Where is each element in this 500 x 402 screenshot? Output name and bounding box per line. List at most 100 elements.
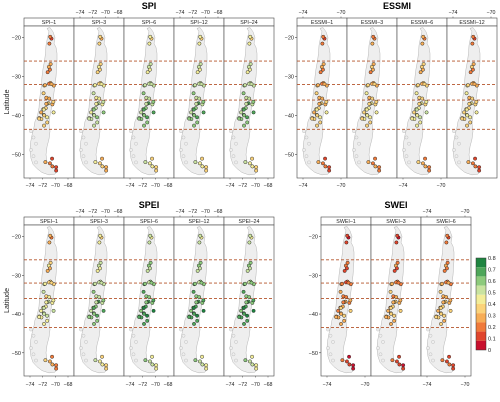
x-tick-label-top: −72 xyxy=(188,10,197,16)
station-point xyxy=(348,298,353,303)
station-point xyxy=(200,354,204,359)
panel-spei-12: SPEI–12 xyxy=(173,216,225,377)
station-point xyxy=(365,113,370,118)
island-outline xyxy=(381,358,385,363)
island-outline xyxy=(229,129,233,134)
x-tick-label-top: −74 xyxy=(76,10,85,16)
station-point xyxy=(47,67,52,72)
island-outline xyxy=(134,358,138,363)
station-point xyxy=(204,165,209,170)
station-point xyxy=(193,83,198,88)
station-point xyxy=(477,165,482,170)
island-outline xyxy=(31,333,36,338)
station-point xyxy=(242,322,246,326)
panel-spei-3: SPEI–3 xyxy=(73,216,125,377)
station-point xyxy=(242,311,247,316)
panel-strip-label: SPEI–24 xyxy=(239,219,260,225)
x-tick-label-bottom: −74 xyxy=(399,183,408,189)
x-tick-label-top: −74 xyxy=(176,10,185,16)
station-point xyxy=(41,289,46,294)
panel-spi-3: SPI–3 xyxy=(73,17,125,179)
station-point xyxy=(470,67,475,72)
y-tick-label: −30 xyxy=(285,75,294,81)
station-point xyxy=(397,354,401,359)
station-point xyxy=(251,99,256,104)
station-point xyxy=(394,266,399,271)
island-outline xyxy=(129,346,133,350)
island-outline xyxy=(378,352,383,357)
station-point xyxy=(100,354,104,359)
y-tick-label: −20 xyxy=(309,235,318,241)
station-point xyxy=(91,289,96,294)
station-point xyxy=(104,165,109,170)
station-point xyxy=(147,240,152,245)
island-outline xyxy=(81,135,86,140)
station-point xyxy=(47,266,52,271)
y-tick-label: −50 xyxy=(12,153,21,159)
station-point xyxy=(315,113,320,118)
x-tick-label-top: −68 xyxy=(214,209,223,215)
x-tick-label-bottom: −74 xyxy=(26,382,35,388)
island-outline xyxy=(431,340,435,344)
panel-strip-label: ESSMI–3 xyxy=(361,20,383,26)
x-tick-label-bottom: −70 xyxy=(437,183,446,189)
x-tick-label-top: −70 xyxy=(201,10,210,16)
x-tick-label-bottom: −70 xyxy=(461,382,470,388)
station-point xyxy=(197,41,202,46)
island-outline xyxy=(34,340,38,344)
station-point xyxy=(191,107,196,112)
station-point xyxy=(442,268,447,273)
y-tick-label: −50 xyxy=(309,351,318,357)
station-point xyxy=(372,82,377,87)
station-point xyxy=(439,311,444,316)
station-point xyxy=(464,91,469,96)
station-point xyxy=(424,110,429,115)
panel-strip-label: SWEI–1 xyxy=(336,219,355,225)
x-tick-label-top: −70 xyxy=(337,10,346,16)
station-point xyxy=(50,354,54,359)
x-tick-label-top: −70 xyxy=(487,10,496,16)
station-point xyxy=(147,266,152,271)
station-point xyxy=(51,110,56,115)
y-tick-label: −40 xyxy=(309,312,318,318)
station-point xyxy=(251,110,256,115)
y-tick-label: −30 xyxy=(309,273,318,279)
station-point xyxy=(388,306,393,310)
island-outline xyxy=(231,352,236,357)
station-point xyxy=(468,120,473,125)
x-tick-label-bottom: −68 xyxy=(64,183,73,189)
station-point xyxy=(42,123,46,128)
station-point xyxy=(92,113,97,118)
station-point xyxy=(145,70,150,75)
station-point xyxy=(245,268,250,273)
station-point xyxy=(251,308,256,313)
station-point xyxy=(472,82,477,87)
station-point xyxy=(247,266,252,271)
island-outline xyxy=(407,141,411,146)
station-point xyxy=(199,82,204,87)
station-point xyxy=(148,34,153,39)
y-tick-label: −20 xyxy=(12,235,21,241)
station-point xyxy=(466,83,471,88)
station-point xyxy=(39,308,44,313)
station-point xyxy=(464,107,469,112)
island-outline xyxy=(234,160,238,165)
x-tick-label-bottom: −68 xyxy=(164,183,173,189)
station-point xyxy=(91,91,96,96)
station-point xyxy=(412,110,417,115)
station-point xyxy=(416,160,421,165)
island-outline xyxy=(184,358,188,363)
station-point xyxy=(420,67,425,72)
island-outline xyxy=(31,154,36,158)
station-point xyxy=(98,359,102,364)
station-point xyxy=(201,308,206,313)
x-tick-label-bottom: −72 xyxy=(138,183,147,189)
island-outline xyxy=(231,154,236,158)
station-point xyxy=(474,99,479,104)
station-point xyxy=(145,318,150,323)
station-point xyxy=(198,34,203,39)
station-point xyxy=(420,41,425,46)
colorbar-swatch xyxy=(476,304,486,314)
station-point xyxy=(145,120,150,125)
island-outline xyxy=(134,160,138,165)
